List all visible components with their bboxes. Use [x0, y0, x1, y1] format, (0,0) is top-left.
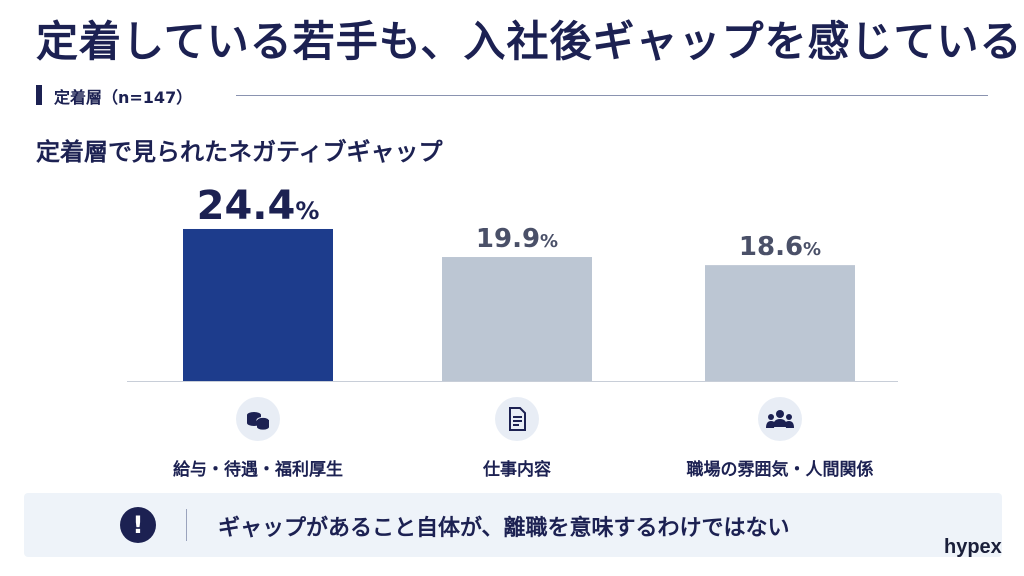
callout-box: ! ギャップがあること自体が、離職を意味するわけではない: [24, 493, 1002, 557]
bar-2: [705, 265, 855, 381]
bar-1: [442, 257, 592, 381]
bar-chart: 24.4% 19.9% 18.6%: [127, 183, 898, 382]
segment-label: 定着層（n=147）: [54, 88, 193, 107]
exclamation-icon: !: [120, 507, 156, 543]
segment-divider: [236, 95, 988, 96]
bar-0: [183, 228, 333, 381]
people-icon: [758, 397, 802, 441]
page-title: 定着している若手も、入社後ギャップを感じている: [36, 17, 1023, 66]
brand-logo: hypex: [944, 536, 1002, 558]
category-label-0: 給与・待遇・福利厚生: [173, 460, 343, 480]
bar-value-label-2: 18.6%: [739, 232, 821, 262]
segment-header: 定着層（n=147）: [36, 82, 988, 108]
coins-icon: [236, 397, 280, 441]
category-label-1: 仕事内容: [483, 460, 551, 480]
chart-title: 定着層で見られたネガティブギャップ: [36, 138, 443, 166]
bar-value-label-0: 24.4%: [197, 183, 320, 229]
callout-text: ギャップがあること自体が、離職を意味するわけではない: [218, 516, 790, 541]
category-label-2: 職場の雰囲気・人間関係: [686, 460, 874, 480]
callout-divider: [186, 509, 187, 541]
document-icon: [495, 397, 539, 441]
bar-value-label-1: 19.9%: [476, 224, 558, 254]
segment-marker: [36, 85, 42, 105]
